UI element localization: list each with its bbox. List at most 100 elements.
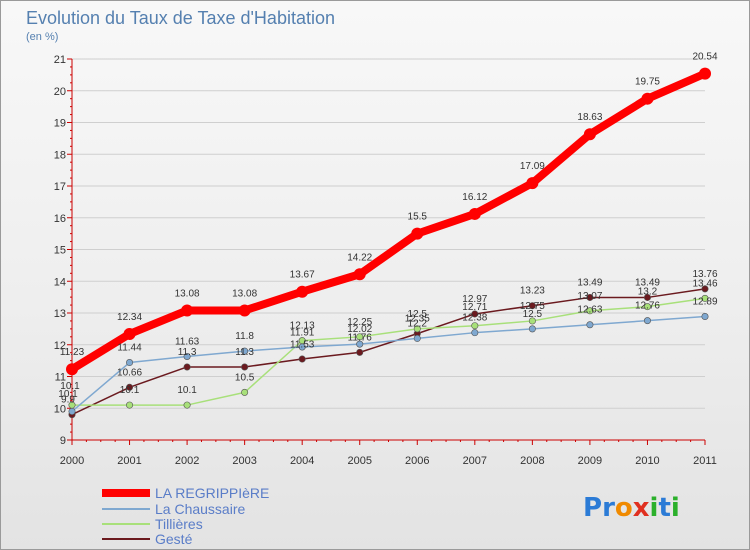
- data-label: 12.34: [117, 312, 142, 323]
- x-tick-label: 2002: [175, 455, 199, 467]
- data-point: [183, 363, 191, 371]
- data-label: 10.1: [177, 385, 197, 396]
- data-label: 13.46: [692, 278, 717, 289]
- grid: [72, 58, 705, 409]
- y-tick-label: 12: [54, 340, 66, 352]
- data-point: [181, 304, 194, 317]
- data-label: 13.07: [577, 291, 602, 302]
- data-point: [528, 317, 536, 325]
- x-tick-label: 2007: [463, 455, 487, 467]
- data-label: 12.5: [523, 309, 543, 320]
- data-point: [68, 407, 76, 415]
- data-point: [701, 312, 709, 320]
- series-line: [71, 315, 706, 413]
- x-tick-label: 2000: [60, 455, 84, 467]
- data-point: [238, 304, 251, 317]
- data-point: [641, 92, 654, 105]
- data-label: 12.75: [520, 301, 545, 312]
- x-tick-label: 2003: [232, 455, 256, 467]
- data-label: 16.12: [462, 192, 487, 203]
- legend-label: Gesté: [155, 531, 193, 547]
- y-tick-label: 19: [54, 118, 66, 130]
- data-label: 12.76: [635, 301, 660, 312]
- data-label: 12.71: [462, 302, 487, 313]
- data-point: [66, 363, 78, 376]
- data-point: [241, 388, 249, 396]
- x-tick-label: 2001: [117, 455, 141, 467]
- data-point: [643, 317, 651, 325]
- data-label: 18.63: [577, 112, 602, 123]
- data-label: 10.5: [235, 372, 255, 383]
- data-label: 11.3: [178, 347, 197, 358]
- data-point: [356, 340, 364, 348]
- data-point: [298, 343, 306, 351]
- x-tick-label: 2010: [635, 455, 659, 467]
- series-lines: [68, 69, 709, 416]
- data-label: 12.35: [405, 314, 430, 325]
- x-tick-label: 2009: [578, 455, 602, 467]
- data-label: 12.97: [462, 294, 487, 305]
- data-point: [471, 329, 479, 337]
- series-line: [68, 69, 709, 374]
- data-label: 20.54: [692, 52, 717, 63]
- data-label: 12.25: [347, 317, 372, 328]
- data-point: [353, 268, 366, 281]
- data-label: 14.22: [347, 252, 372, 263]
- data-point: [356, 348, 364, 356]
- data-point: [643, 293, 651, 301]
- x-tick-label: 2006: [405, 455, 429, 467]
- x-tick-label: 2011: [693, 455, 717, 467]
- proxiti-logo: Proxiti: [583, 493, 680, 523]
- y-tick-label: 21: [54, 54, 66, 66]
- x-tick-label: 2004: [290, 455, 314, 467]
- data-label: 13.08: [232, 288, 257, 299]
- data-label: 13.2: [638, 287, 658, 298]
- data-point: [126, 359, 134, 367]
- data-label: 12.38: [462, 313, 487, 324]
- data-label: 11.44: [117, 343, 142, 354]
- data-label: 13.49: [635, 277, 660, 288]
- data-point: [586, 307, 594, 315]
- data-label: 19.75: [635, 77, 660, 88]
- data-label: 12.5: [408, 309, 428, 320]
- data-label: 12.13: [290, 321, 315, 332]
- data-point: [126, 383, 134, 391]
- data-label: 11.3: [235, 347, 254, 358]
- y-tick-label: 15: [54, 245, 66, 257]
- data-point: [583, 128, 596, 141]
- data-label: 12.2: [408, 318, 428, 329]
- data-label: 11.91: [290, 328, 315, 339]
- data-label: 13.08: [175, 288, 200, 299]
- legend-label: La Chaussaire: [155, 501, 245, 517]
- data-point: [526, 177, 539, 190]
- logo-letter: o: [615, 493, 633, 523]
- y-tick-label: 17: [54, 181, 66, 193]
- data-point: [701, 294, 709, 302]
- series-line: [71, 297, 706, 406]
- data-point: [241, 347, 249, 355]
- data-label: 17.09: [520, 161, 545, 172]
- chart-title: Evolution du Taux de Taxe d'Habitation: [26, 8, 335, 28]
- legend-label: Tillières: [155, 516, 203, 532]
- data-label: 11.8: [235, 331, 254, 342]
- data-point: [643, 303, 651, 311]
- data-point: [298, 355, 306, 363]
- data-points: [66, 67, 711, 419]
- data-point: [699, 67, 711, 80]
- data-label: 11.53: [290, 340, 315, 351]
- data-label: 12.89: [692, 296, 717, 307]
- x-tick-label: 2005: [347, 455, 371, 467]
- data-point: [411, 227, 424, 240]
- data-point: [586, 293, 594, 301]
- data-point: [296, 285, 309, 298]
- data-label: 10.66: [117, 367, 142, 378]
- y-tick-label: 9: [60, 435, 66, 447]
- x-tick-label: 2008: [520, 455, 544, 467]
- legend-label: LA REGRIPPIèRE: [155, 485, 269, 501]
- logo-letter: r: [602, 493, 615, 523]
- data-labels: 11.23 12.34 13.08 13.08 13.67 14.22 15.5 16.12 1…: [58, 52, 718, 406]
- y-tick-label: 13: [54, 308, 66, 320]
- data-point: [413, 334, 421, 342]
